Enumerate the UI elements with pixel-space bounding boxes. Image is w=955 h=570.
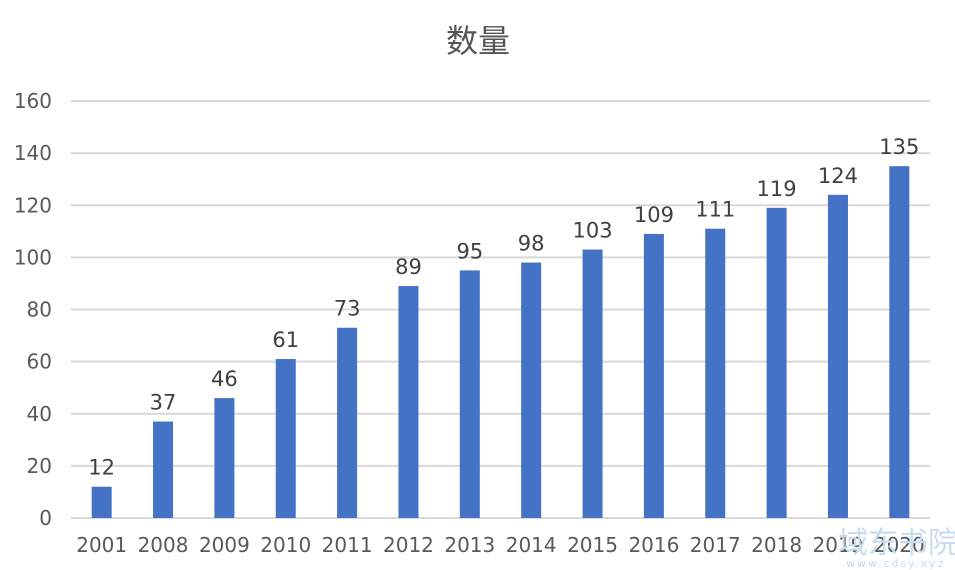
data-label: 61 xyxy=(272,328,299,352)
bar xyxy=(582,249,603,518)
data-label: 124 xyxy=(818,164,858,188)
x-tick-label: 2009 xyxy=(199,533,250,557)
x-tick-label: 2011 xyxy=(322,533,373,557)
bar xyxy=(705,228,726,519)
y-tick-label: 120 xyxy=(14,193,52,217)
x-tick-label: 2013 xyxy=(444,533,495,557)
x-tick-label: 2020 xyxy=(874,533,925,557)
bar xyxy=(91,486,112,518)
bar xyxy=(459,270,480,518)
gridlines xyxy=(71,100,930,519)
data-label: 135 xyxy=(879,135,919,159)
y-tick-label: 20 xyxy=(27,454,52,478)
y-tick-label: 40 xyxy=(27,402,52,426)
y-tick-label: 160 xyxy=(14,89,52,113)
x-tick-label: 2001 xyxy=(76,533,127,557)
watermark-url: www.cdsy.xyz xyxy=(846,557,945,570)
data-label: 89 xyxy=(395,255,422,279)
x-tick-label: 2014 xyxy=(506,533,557,557)
data-label: 95 xyxy=(456,239,483,263)
data-labels: 12 37 46 61 73 89 95 98 103 109 111 119 124 135 xyxy=(88,135,919,480)
y-tick-label: 140 xyxy=(14,141,52,165)
x-tick-label: 2010 xyxy=(260,533,311,557)
bar xyxy=(214,398,235,518)
data-label: 37 xyxy=(150,391,177,415)
bar xyxy=(275,359,296,518)
data-label: 111 xyxy=(695,198,735,222)
y-tick-label: 80 xyxy=(27,298,52,322)
bar xyxy=(827,194,848,518)
data-label: 109 xyxy=(634,203,674,227)
x-tick-label: 2019 xyxy=(813,533,864,557)
x-tick-label: 2012 xyxy=(383,533,434,557)
y-tick-label: 100 xyxy=(14,245,52,269)
bar xyxy=(889,166,910,518)
watermark-text: 域东书院 xyxy=(838,526,955,561)
bar xyxy=(337,327,358,518)
x-tick-label: 2008 xyxy=(138,533,189,557)
x-tick-label: 2015 xyxy=(567,533,618,557)
x-tick-label: 2017 xyxy=(690,533,741,557)
data-label: 119 xyxy=(757,177,797,201)
chart-title: 数量 xyxy=(446,22,510,60)
bar xyxy=(766,207,787,518)
x-tick-label: 2016 xyxy=(628,533,679,557)
data-label: 98 xyxy=(518,232,545,256)
data-label: 103 xyxy=(572,219,612,243)
bar xyxy=(398,286,419,518)
x-axis: 2001 2008 2009 2010 2011 2012 2013 2014 2015 2016… xyxy=(76,533,925,557)
watermark: 域东书院 www.cdsy.xyz xyxy=(838,526,955,570)
y-axis: 0 20 40 60 80 100 120 140 160 xyxy=(14,89,52,530)
bar xyxy=(521,262,542,518)
data-label: 12 xyxy=(88,456,115,480)
bar xyxy=(643,233,664,518)
x-tick-label: 2018 xyxy=(751,533,802,557)
y-tick-label: 0 xyxy=(39,506,52,530)
bars xyxy=(91,166,910,519)
bar xyxy=(153,421,174,518)
y-tick-label: 60 xyxy=(27,350,52,374)
data-label: 73 xyxy=(334,297,361,321)
data-label: 46 xyxy=(211,367,238,391)
